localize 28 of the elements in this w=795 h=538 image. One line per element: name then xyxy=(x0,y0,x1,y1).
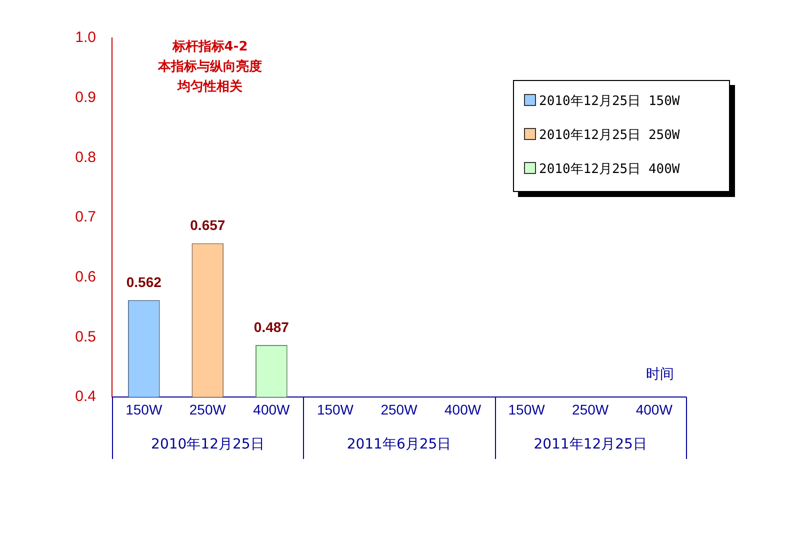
text: 本指标与纵向亮度均匀性相关 xyxy=(157,58,262,94)
x-tick-label: 400W xyxy=(636,401,674,418)
x-axis-title: 时间 xyxy=(646,366,674,383)
y-tick-label: 0.7 xyxy=(75,208,96,226)
y-tick-label: 0.9 xyxy=(75,88,96,106)
y-tick-label: 0.5 xyxy=(75,328,96,346)
x-tick-label: 250W xyxy=(189,401,227,418)
y-tick-label: 1.0 xyxy=(75,29,96,46)
legend-label: 2010年12月25日 400W xyxy=(538,161,681,179)
text: 2011年6月25日 xyxy=(346,436,452,453)
x-tick-label: 150W xyxy=(126,401,163,418)
x-tick-label: 150W xyxy=(316,401,354,418)
y-tick-label: 0.6 xyxy=(75,268,96,286)
x-tick-label: 400W xyxy=(253,401,291,418)
text: 2011年12月25日 xyxy=(534,436,647,453)
x-tick-label: 150W xyxy=(508,401,546,418)
text: 2010年12月25日 xyxy=(151,436,264,453)
x-tick-label: 250W xyxy=(380,401,418,418)
data-label: 0.562 xyxy=(126,274,162,290)
data-label: 0.487 xyxy=(254,318,290,335)
x-tick-label: 400W xyxy=(444,401,482,418)
data-label: 0.657 xyxy=(190,217,226,234)
y-tick-label: 0.8 xyxy=(75,148,96,166)
chart-title: 标杆指标4-2 xyxy=(171,39,248,54)
legend-label: 2010年12月25日 250W xyxy=(538,127,681,145)
x-tick-label: 250W xyxy=(572,401,610,418)
legend-label: 2010年12月25日 150W xyxy=(538,93,681,111)
y-tick-label: 0.4 xyxy=(75,388,96,406)
